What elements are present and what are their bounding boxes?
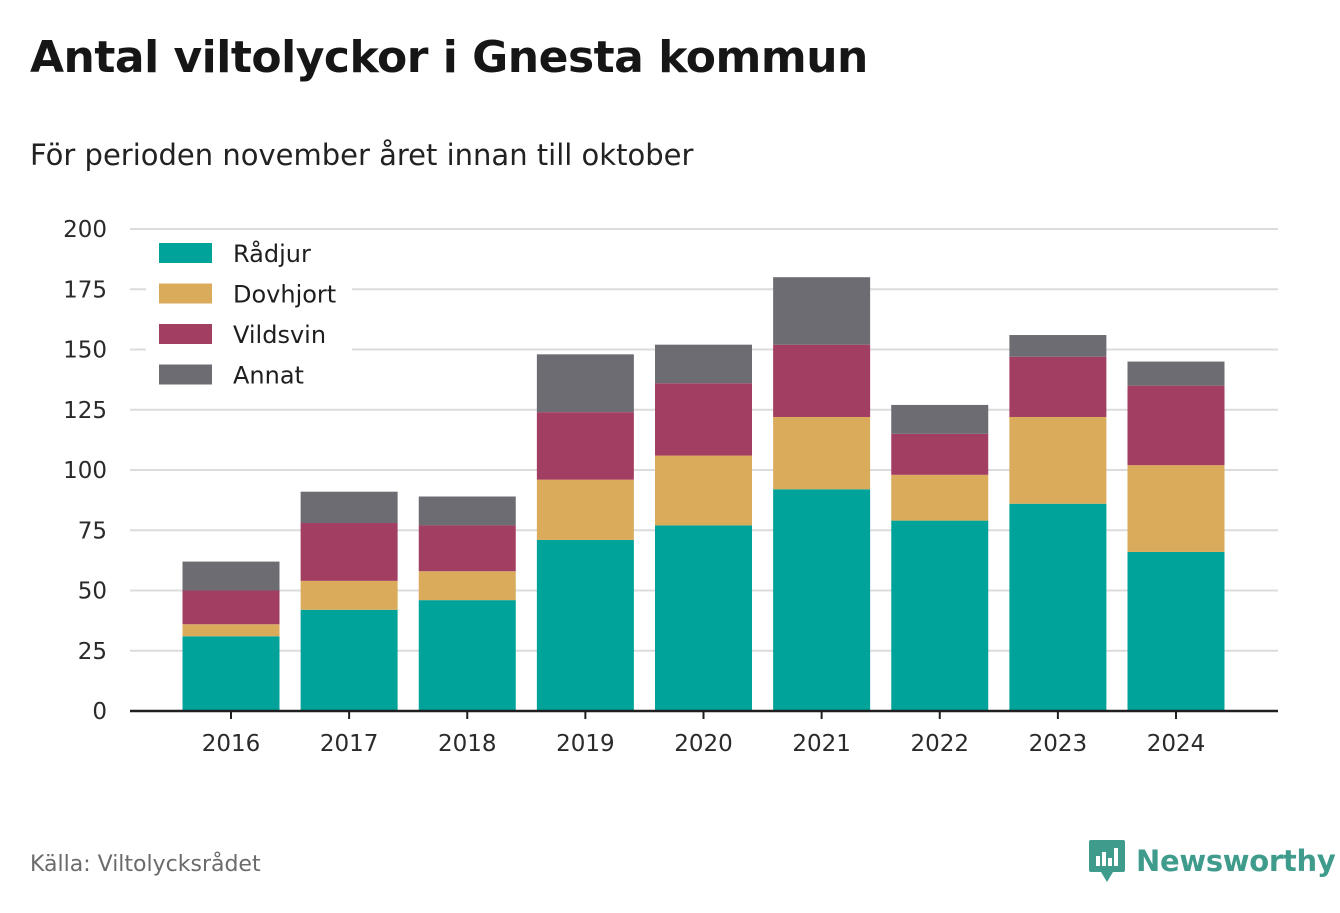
x-tick-label: 2022 (910, 731, 969, 757)
x-tick-label: 2020 (674, 731, 733, 757)
bar-segment-annat-2022 (891, 404, 989, 434)
y-tick-label: 100 (63, 458, 107, 484)
y-tick-label: 175 (63, 277, 107, 303)
bar-segment-annat-2024 (1127, 361, 1225, 386)
bar-segment-rdjur-2020 (655, 525, 752, 711)
bar-segment-rdjur-2016 (182, 636, 280, 711)
axes: 0 25 50 75 100 125 150 175 200 2016 2017 2018 2019 20… (63, 217, 1278, 757)
bar-segment-vildsvin-2016 (182, 590, 280, 625)
legend-swatch-dovhjort (159, 283, 212, 304)
y-tick-label: 200 (63, 217, 107, 243)
bar-segment-vildsvin-2020 (655, 383, 752, 456)
legend-swatch-rdjur (159, 243, 212, 263)
bar-segment-rdjur-2023 (1009, 503, 1107, 711)
brand-logo: Newsworthy (1088, 838, 1336, 884)
x-tick-label: 2021 (792, 731, 851, 757)
chart-title: Antal viltolyckor i Gnesta kommun (30, 32, 868, 83)
bar-segment-dovhjort-2018 (418, 571, 516, 601)
bar-segment-vildsvin-2017 (300, 523, 398, 581)
bar-segment-dovhjort-2023 (1009, 416, 1107, 504)
bar-segment-dovhjort-2021 (773, 416, 871, 490)
brand-name: Newsworthy (1136, 844, 1336, 878)
y-tick-label: 125 (63, 398, 107, 424)
x-tick-label: 2017 (320, 731, 379, 757)
bar-segment-rdjur-2022 (891, 520, 989, 711)
bar-segment-dovhjort-2019 (536, 479, 634, 540)
bar-segment-dovhjort-2016 (182, 624, 280, 637)
bar-segment-vildsvin-2024 (1127, 385, 1225, 466)
x-tick-label: 2023 (1029, 731, 1088, 757)
bar-segment-annat-2021 (773, 277, 871, 345)
bar-segment-dovhjort-2022 (891, 474, 989, 521)
legend: Rådjur Dovhjort Vildsvin Annat (146, 234, 352, 394)
legend-swatch-vildsvin (159, 324, 212, 344)
legend-label: Vildsvin (233, 321, 326, 349)
bar-segment-vildsvin-2021 (773, 344, 871, 417)
bar-segment-rdjur-2019 (536, 539, 634, 711)
newsworthy-logo-icon (1089, 840, 1125, 882)
bar-segment-annat-2016 (182, 561, 280, 591)
y-tick-label: 75 (78, 518, 107, 544)
y-tick-label: 50 (78, 579, 107, 605)
y-tick-label: 150 (63, 338, 107, 364)
bar-segment-dovhjort-2024 (1127, 465, 1225, 552)
legend-label: Dovhjort (233, 281, 336, 309)
bar-segment-annat-2019 (536, 354, 634, 413)
x-tick-label: 2018 (438, 731, 497, 757)
legend-label: Rådjur (233, 239, 311, 268)
bar-segment-vildsvin-2019 (536, 412, 634, 480)
bar-segment-annat-2017 (300, 491, 398, 524)
legend-label: Annat (233, 362, 304, 390)
x-tick-label: 2019 (556, 731, 615, 757)
y-tick-label: 0 (92, 699, 107, 725)
bars (182, 277, 1225, 711)
bar-segment-annat-2020 (655, 344, 752, 384)
bar-segment-annat-2018 (418, 496, 516, 526)
bar-segment-rdjur-2021 (773, 489, 871, 711)
bar-segment-vildsvin-2023 (1009, 356, 1107, 417)
bar-segment-annat-2023 (1009, 335, 1107, 357)
x-tick-label: 2016 (202, 731, 261, 757)
bar-segment-dovhjort-2020 (655, 455, 752, 526)
bar-segment-rdjur-2024 (1127, 551, 1225, 711)
bar-segment-vildsvin-2018 (418, 525, 516, 572)
bar-segment-rdjur-2017 (300, 609, 398, 711)
y-tick-label: 25 (78, 639, 107, 665)
bar-segment-dovhjort-2017 (300, 580, 398, 610)
bar-segment-vildsvin-2022 (891, 433, 989, 475)
source-note: Källa: Viltolycksrådet (30, 852, 261, 877)
x-tick-label: 2024 (1147, 731, 1206, 757)
bar-segment-rdjur-2018 (418, 600, 516, 711)
chart-subtitle: För perioden november året innan till ok… (30, 138, 694, 172)
legend-swatch-annat (159, 364, 212, 385)
